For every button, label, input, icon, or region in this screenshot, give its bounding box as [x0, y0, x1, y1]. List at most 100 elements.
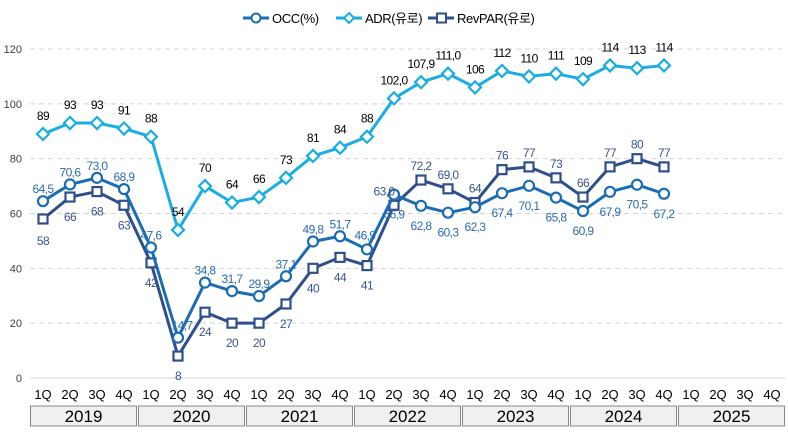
data-point-square — [37, 213, 49, 225]
year-label: 2022 — [389, 407, 427, 426]
data-point-diamond — [656, 57, 672, 74]
year-label: 2021 — [281, 407, 319, 426]
x-tick-quarter: 4Q — [763, 387, 780, 402]
data-point-circle — [414, 199, 428, 212]
data-point-circle — [306, 235, 320, 248]
data-label: 72,2 — [411, 159, 433, 173]
data-label: 64 — [469, 182, 482, 196]
year-box — [138, 405, 245, 427]
data-label: 66 — [577, 176, 590, 190]
year-box — [246, 405, 353, 427]
x-tick-quarter: 3Q — [196, 387, 213, 402]
data-point-circle — [63, 178, 77, 191]
data-label: 111,0 — [435, 49, 461, 63]
data-label: 65,8 — [546, 211, 568, 225]
data-point-square — [199, 306, 211, 318]
data-point-circle — [549, 191, 563, 204]
data-point-square — [415, 174, 427, 186]
data-label: 66 — [253, 172, 266, 186]
x-tick-quarter: 3Q — [412, 387, 429, 402]
data-point-diamond — [386, 90, 402, 106]
data-point-square — [172, 350, 184, 362]
data-label: 106 — [466, 62, 485, 76]
x-tick-quarter: 2Q — [169, 387, 186, 402]
data-label: 88 — [361, 112, 374, 126]
data-label: 77 — [658, 146, 671, 160]
labels-diamond: 89 93 93 91 88 54 70 64 66 73 81 84 88 102,0 107,9111,… — [37, 40, 674, 218]
data-label: 14,7 — [172, 319, 194, 333]
data-label: 73 — [280, 153, 293, 167]
year-box — [570, 405, 677, 427]
x-tick-quarter: 3Q — [520, 387, 537, 402]
data-label: 69,0 — [438, 168, 460, 182]
data-label: 84 — [334, 123, 347, 137]
data-point-square — [631, 153, 643, 165]
x-tick-quarter: 1Q — [466, 387, 483, 402]
year-label: 2025 — [713, 407, 751, 426]
data-point-diamond — [629, 60, 645, 76]
y-tick-label: 20 — [10, 318, 22, 330]
data-label: 63 — [118, 218, 131, 232]
data-label: 68,9 — [114, 170, 136, 184]
data-point-diamond — [602, 57, 618, 74]
data-label: 64,5 — [33, 182, 55, 196]
data-point-circle — [144, 241, 158, 254]
data-point-circle — [252, 289, 266, 303]
data-label: 44 — [334, 270, 347, 284]
data-point-circle — [198, 276, 212, 289]
data-point-diamond — [197, 178, 213, 194]
labels-square: 58 66 68 63 42 8 24 20 20 27 40 44 41 63,0 72,2 69,0 64 7… — [37, 138, 672, 383]
data-point-square — [64, 191, 76, 203]
data-label: 8 — [175, 369, 182, 383]
data-point-square — [523, 161, 535, 173]
data-label: 110 — [520, 51, 538, 65]
data-label: 51,7 — [330, 217, 352, 231]
data-point-diamond — [494, 63, 510, 79]
data-point-square — [307, 262, 319, 274]
data-point-square — [334, 251, 346, 263]
data-label: 20 — [253, 336, 266, 350]
data-point-diamond — [251, 189, 267, 205]
data-point-square — [91, 185, 103, 198]
data-point-circle — [603, 185, 617, 198]
data-point-circle — [279, 270, 293, 283]
data-point-diamond — [521, 68, 537, 84]
data-label: 47,6 — [141, 228, 163, 242]
data-label: 70,5 — [627, 198, 649, 212]
data-point-diamond — [575, 71, 591, 87]
data-label: 62,3 — [465, 220, 487, 234]
data-point-diamond — [170, 222, 186, 238]
data-point-circle — [630, 178, 644, 191]
y-tick-label: 120 — [4, 44, 22, 56]
data-label: 70,1 — [519, 199, 541, 213]
year-box — [30, 405, 137, 427]
series-circle — [36, 171, 671, 344]
data-label: 20 — [226, 336, 239, 350]
data-point-circle — [171, 331, 185, 344]
legend-item-circle: OCC(%) — [243, 11, 319, 26]
data-point-diamond — [305, 148, 321, 164]
x-tick-quarter: 3Q — [736, 387, 753, 402]
data-point-diamond — [548, 66, 564, 82]
series-line — [42, 157, 665, 358]
y-axis: 0 20 40 60 80 100 120 — [4, 44, 22, 385]
x-tick-quarter: 2Q — [493, 387, 510, 402]
data-point-circle — [117, 182, 131, 196]
y-tick-label: 40 — [10, 263, 22, 275]
x-tick-quarter: 2Q — [385, 387, 402, 402]
year-label: 2023 — [497, 407, 535, 426]
data-label: 109 — [574, 54, 593, 68]
data-label: 67,4 — [492, 206, 514, 220]
data-label: 46,9 — [355, 228, 377, 242]
series-layer — [35, 57, 672, 362]
x-tick-quarter: 4Q — [439, 387, 456, 402]
data-label: 70 — [199, 161, 212, 175]
series-diamond — [35, 57, 672, 238]
data-label: 91 — [118, 104, 131, 118]
data-point-square — [496, 164, 508, 176]
data-point-circle — [36, 195, 50, 208]
data-label: 63,0 — [374, 184, 396, 198]
legend-circle-icon — [250, 12, 262, 24]
data-labels: 64,5 70,6 73,0 68,9 47,6 14,7 34,8 31,7 29,9 37,1… — [33, 40, 676, 383]
